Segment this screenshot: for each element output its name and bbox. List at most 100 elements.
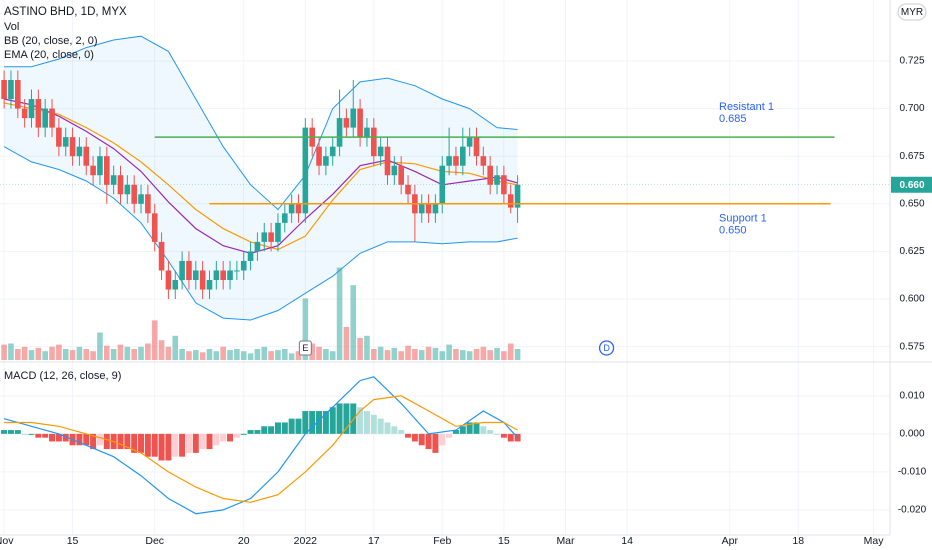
volume-bar — [56, 344, 62, 360]
histogram-bar — [138, 433, 145, 453]
candle-body — [151, 213, 158, 242]
volume-bar — [220, 346, 226, 360]
volume-bar — [42, 351, 48, 360]
currency-badge[interactable] — [897, 3, 927, 21]
histogram-bar — [466, 422, 473, 434]
histogram-bar — [439, 433, 446, 446]
histogram-bar — [329, 407, 336, 434]
histogram-bar — [247, 430, 254, 434]
volume-bar — [21, 346, 28, 360]
histogram-bar — [90, 433, 97, 450]
histogram-bar — [165, 433, 172, 461]
histogram-bar — [7, 430, 14, 434]
volume-bar — [309, 343, 315, 360]
candle-body — [131, 184, 137, 204]
candle-body — [62, 137, 69, 147]
volume-bar — [254, 349, 261, 360]
histogram-bar — [377, 418, 384, 434]
volume-bar — [364, 335, 370, 360]
histogram-bar — [363, 411, 370, 434]
volume-bar — [487, 350, 493, 360]
candle-body — [42, 108, 48, 128]
volume-bar — [343, 327, 350, 360]
histogram-bar — [343, 403, 350, 434]
histogram-bar — [384, 422, 391, 434]
candle-body — [240, 260, 247, 271]
volume-bar — [247, 353, 254, 360]
histogram-bar — [432, 433, 439, 453]
x-tick-label: 20 — [238, 535, 250, 547]
histogram-bar — [76, 433, 83, 446]
candle-body — [21, 108, 28, 119]
candle-body — [165, 270, 172, 290]
x-tick-label: 17 — [368, 535, 380, 547]
legend-entry: Vol — [4, 21, 19, 33]
volume-bar — [466, 351, 473, 360]
candle-body — [15, 80, 21, 109]
candle-body — [425, 203, 432, 214]
x-tick-label: 2022 — [294, 535, 318, 547]
macd-line — [4, 395, 518, 503]
histogram-bar — [302, 411, 309, 434]
level-label: Resistant 1 — [719, 101, 774, 113]
volume-bar — [302, 298, 309, 360]
volume-bar — [234, 349, 240, 360]
candle-body — [460, 146, 466, 166]
histogram-bar — [103, 433, 110, 450]
candle-body — [418, 203, 425, 214]
histogram-bar — [83, 433, 90, 446]
histogram-bar — [418, 433, 425, 446]
candle-body — [199, 270, 206, 290]
y-tick-label: 0.600 — [899, 294, 924, 305]
event-marker — [298, 340, 312, 356]
volume-bar — [15, 349, 21, 360]
candle-body — [49, 108, 55, 128]
candle-body — [158, 241, 165, 271]
y-tick-label: 0.700 — [899, 103, 924, 114]
level-label: Support 1 — [719, 213, 767, 225]
volume-bar — [384, 350, 391, 360]
histogram-bar — [151, 433, 158, 457]
histogram-bar — [35, 433, 42, 438]
candle-body — [227, 270, 233, 280]
histogram-bar — [192, 433, 199, 453]
histogram-bar — [309, 411, 316, 434]
volume-bar — [145, 343, 151, 360]
histogram-bar — [500, 433, 507, 438]
candle-body — [247, 251, 254, 261]
candle-body — [234, 270, 240, 272]
histogram-bar — [179, 433, 186, 457]
candle-body — [350, 108, 357, 128]
volume-bar — [268, 351, 274, 360]
histogram-bar — [14, 430, 21, 434]
x-tick-label: May — [864, 535, 885, 547]
candle-body — [316, 146, 322, 166]
volume-bar — [1, 344, 7, 360]
volume-bar — [295, 351, 302, 360]
y-tick-label: -0.010 — [898, 467, 927, 478]
histogram-bar — [261, 426, 268, 434]
candle-body — [473, 137, 480, 157]
histogram-bar — [199, 433, 206, 450]
volume-bar — [28, 350, 35, 360]
candle-body — [275, 222, 281, 242]
histogram-bar — [233, 433, 240, 438]
histogram-bar — [117, 433, 124, 450]
x-tick-label: 15 — [498, 535, 510, 547]
candle-body — [28, 99, 35, 119]
candle-body — [145, 194, 151, 214]
candle-body — [494, 175, 500, 185]
x-tick-label: Mar — [556, 535, 575, 547]
volume-bar — [117, 344, 124, 360]
candle-body — [193, 270, 199, 280]
y-tick-label: 0.650 — [899, 198, 924, 209]
histogram-bar — [288, 418, 295, 434]
histogram-bar — [227, 433, 234, 442]
volume-bar — [179, 349, 185, 360]
volume-bar — [138, 346, 144, 360]
event-label: D — [603, 343, 610, 353]
band-upper — [4, 35, 518, 211]
histogram-bar — [459, 426, 466, 434]
